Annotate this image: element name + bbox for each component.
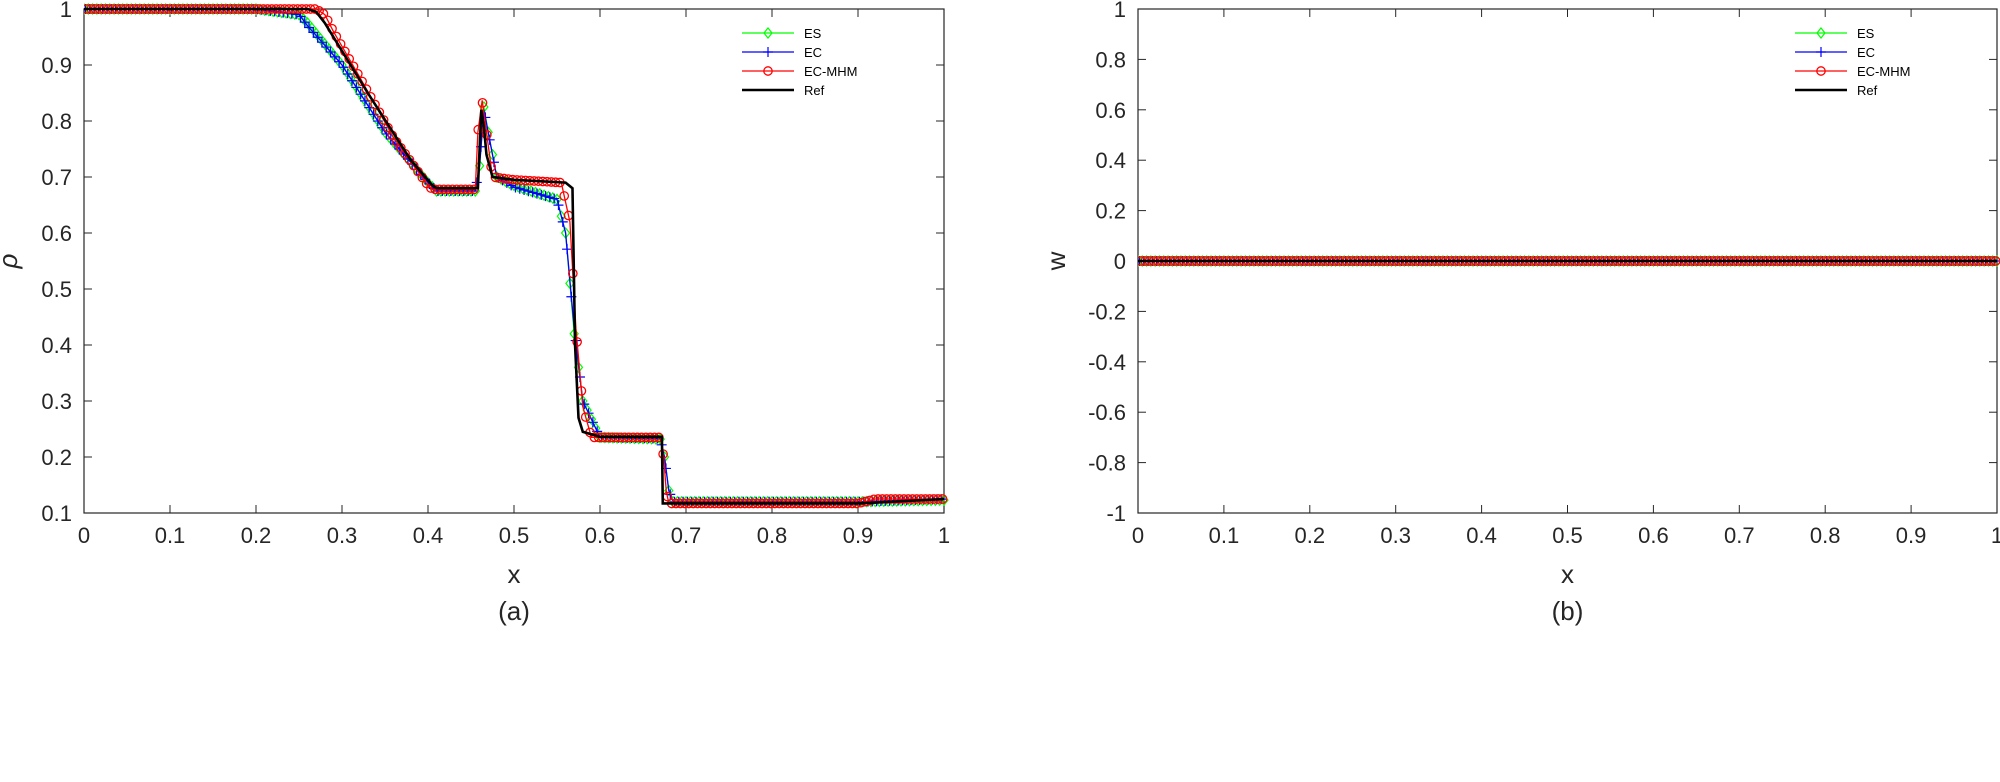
legend-label: ES [1857, 26, 1875, 41]
data-point [559, 191, 570, 201]
legend: ES EC EC-MHM Ref [734, 17, 884, 101]
legend-marker [763, 27, 773, 39]
legend-label: EC-MHM [804, 64, 857, 79]
legend-box [734, 17, 884, 101]
y-tick-label: 0.3 [41, 389, 72, 414]
data-point [370, 99, 380, 110]
legend-label: Ref [804, 83, 825, 98]
x-tick-label: 1 [938, 523, 950, 548]
y-tick-label: 0.8 [41, 109, 72, 134]
legend-label: EC [1857, 45, 1875, 60]
y-tick-label: -1 [1106, 501, 1126, 526]
x-tick-label: 0.5 [499, 523, 530, 548]
panel-a: 0 0.1 0.2 0.3 0.4 0.5 0.6 0.7 0.8 0.9 10.10.20.30.… [0, 0, 950, 626]
x-tick-label: 0 [78, 523, 90, 548]
x-tick-label: 0.9 [843, 523, 874, 548]
x-axis-label: x [508, 559, 521, 589]
x-tick-label: 0.1 [1209, 523, 1240, 548]
legend-box [1787, 17, 1937, 101]
data-point [361, 84, 372, 94]
series-ref [84, 7, 945, 505]
x-tick-label: 0.8 [1810, 523, 1841, 548]
x-tick-label: 0.3 [327, 523, 358, 548]
x-tick-label: 0.2 [241, 523, 272, 548]
x-tick-label: 0.6 [1638, 523, 1669, 548]
data-point [580, 412, 591, 422]
x-tick-label: 0.2 [1295, 523, 1326, 548]
y-tick-label: -0.4 [1088, 350, 1126, 375]
y-tick-label: 0 [1114, 249, 1126, 274]
legend: ES EC EC-MHM Ref [1787, 17, 1937, 101]
data-point [365, 91, 376, 102]
y-axis-label: ρ [0, 253, 23, 269]
x-tick-label: 0.1 [155, 523, 186, 548]
x-tick-label: 0.9 [1896, 523, 1927, 548]
legend-label: EC [804, 45, 822, 60]
legend-marker [763, 47, 773, 57]
data-point [84, 3, 89, 15]
x-tick-label: 0.4 [413, 523, 444, 548]
y-tick-label: 0.5 [41, 277, 72, 302]
y-tick-label: 0.2 [1095, 199, 1126, 224]
y-tick-label: 0.6 [1095, 98, 1126, 123]
x-tick-label: 0.3 [1380, 523, 1411, 548]
y-tick-label: 0.7 [41, 165, 72, 190]
y-axis-label: w [1041, 251, 1071, 271]
y-tick-label: 0.1 [41, 501, 72, 526]
legend-marker [1816, 27, 1826, 39]
legend-label: Ref [1857, 83, 1878, 98]
y-tick-label: -0.2 [1088, 299, 1126, 324]
x-axis-label: x [1561, 559, 1574, 589]
x-tick-label: 0.7 [671, 523, 702, 548]
y-tick-label: 1 [60, 0, 72, 22]
legend-marker [1816, 66, 1826, 76]
y-tick-label: 0.4 [1095, 148, 1126, 173]
y-tick-label: 1 [1114, 0, 1126, 22]
y-tick-label: -0.8 [1088, 451, 1126, 476]
y-tick-label: -0.6 [1088, 400, 1126, 425]
y-tick-label: 0.4 [41, 333, 72, 358]
legend-marker [1816, 47, 1826, 57]
y-tick-label: 0.8 [1095, 47, 1126, 72]
x-tick-label: 1 [1991, 523, 2000, 548]
panel-caption: (a) [498, 596, 530, 626]
legend-label: EC-MHM [1857, 64, 1910, 79]
legend-marker [763, 66, 773, 76]
x-tick-label: 0 [1132, 523, 1144, 548]
x-tick-label: 0.8 [757, 523, 788, 548]
panel-b: 0 0.1 0.2 0.3 0.4 0.5 0.6 0.7 0.8 0.9 1 -1 -0.8 -0.6 -… [1041, 0, 2000, 626]
x-tick-label: 0.6 [585, 523, 616, 548]
y-tick-label: 0.6 [41, 221, 72, 246]
series-line [84, 7, 945, 505]
legend-label: ES [804, 26, 822, 41]
x-tick-label: 0.4 [1466, 523, 1497, 548]
y-tick-label: 0.2 [41, 445, 72, 470]
y-tick-label: 0.9 [41, 53, 72, 78]
data-point [374, 107, 385, 118]
panel-caption: (b) [1552, 596, 1584, 626]
x-tick-label: 0.5 [1552, 523, 1583, 548]
x-tick-label: 0.7 [1724, 523, 1755, 548]
